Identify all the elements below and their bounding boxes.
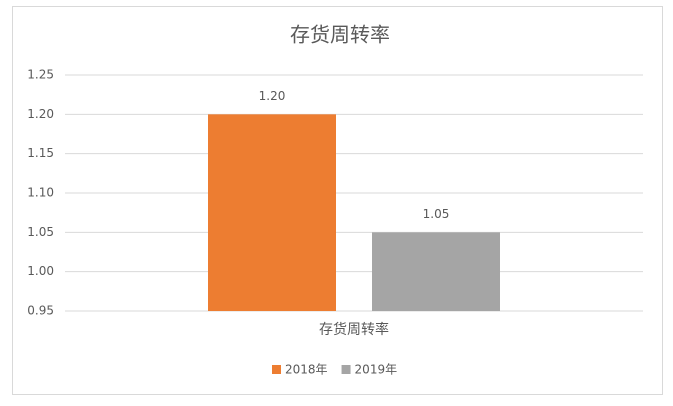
y-tick-label: 1.10	[27, 186, 54, 200]
y-tick-label: 1.20	[27, 107, 54, 121]
legend-label: 2018年	[285, 363, 328, 377]
data-label: 1.20	[259, 89, 286, 103]
x-tick-label: 存货周转率	[319, 321, 389, 338]
y-tick-label: 1.15	[27, 146, 54, 160]
data-label: 1.05	[423, 207, 450, 221]
legend-label: 2019年	[355, 363, 398, 377]
y-tick-label: 0.95	[27, 304, 54, 318]
y-tick-label: 1.05	[27, 225, 54, 239]
bar	[372, 232, 500, 311]
legend-swatch	[341, 365, 351, 374]
y-tick-label: 1.00	[27, 264, 54, 278]
chart-frame	[12, 6, 663, 395]
chart-title: 存货周转率	[290, 23, 390, 47]
legend-swatch	[272, 365, 281, 374]
y-tick-label: 1.25	[27, 68, 54, 82]
bar	[208, 114, 336, 311]
